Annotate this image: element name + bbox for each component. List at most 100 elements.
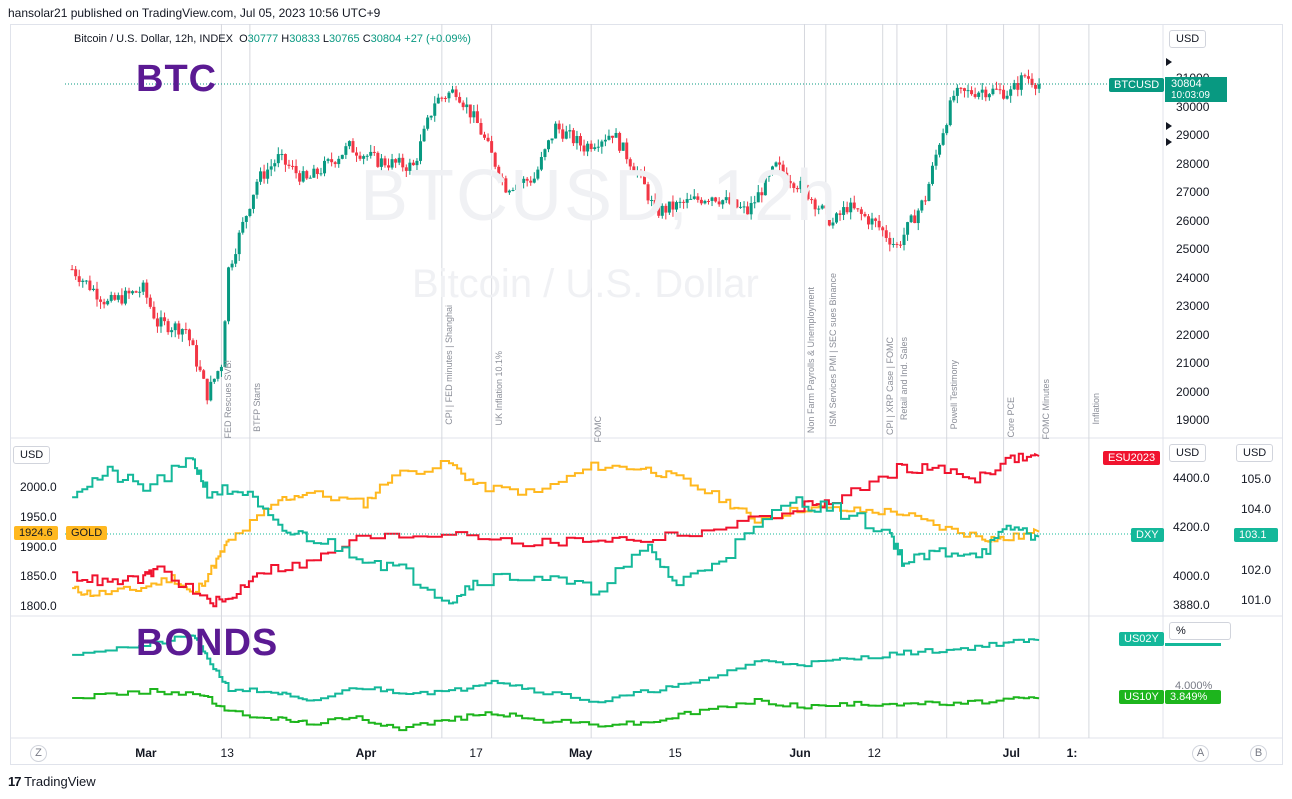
btc-candle <box>614 132 618 138</box>
symbol-legend[interactable]: Bitcoin / U.S. Dollar, 12h, INDEX O30777… <box>74 33 471 45</box>
btc-candle <box>330 159 334 163</box>
btc-candle <box>209 381 213 401</box>
btc-candle <box>685 199 689 203</box>
us02y-symbol-tag: US02Y <box>1119 632 1164 646</box>
dxy-scale-unit[interactable]: USD <box>1236 444 1274 462</box>
btc-candle <box>628 159 632 167</box>
price-tick: 30000 <box>1176 99 1210 114</box>
auto-scale-button[interactable]: A <box>1192 745 1209 762</box>
series-esu2023-line <box>72 452 1040 608</box>
es-tick: 4200.0 <box>1173 519 1210 534</box>
btc-candle <box>397 157 401 163</box>
btc-candle <box>429 115 433 118</box>
btc-candle <box>539 157 543 170</box>
alert-marker-icon <box>1166 122 1172 130</box>
btc-candle <box>472 111 476 118</box>
btc-candle <box>767 174 771 177</box>
btc-candle <box>618 132 622 151</box>
btc-candle <box>625 142 629 160</box>
bonds-annotation: BONDS <box>136 622 279 664</box>
btc-candle <box>913 215 917 224</box>
btc-candle <box>603 139 607 142</box>
btc-candle <box>180 329 184 335</box>
btc-candle <box>611 135 614 138</box>
btc-candle <box>486 137 490 142</box>
btc-candle <box>372 151 376 153</box>
btc-candle <box>223 321 227 367</box>
candle-countdown: 10:03:09 <box>1171 90 1210 101</box>
b-scale-button[interactable]: B <box>1250 745 1267 762</box>
publisher-header: hansolar21 published on TradingView.com,… <box>8 6 381 20</box>
btc-candle <box>870 218 874 225</box>
btc-candle <box>735 199 739 208</box>
btc-candle <box>671 201 675 210</box>
us02y-value-tag <box>1165 643 1221 646</box>
btc-candle <box>422 128 426 142</box>
btc-candle <box>262 171 266 179</box>
es-scale-unit[interactable]: USD <box>1169 444 1207 462</box>
btc-candle <box>387 165 391 168</box>
btc-candle <box>465 104 469 108</box>
btc-candle <box>1023 75 1027 77</box>
btc-candle <box>493 152 497 167</box>
btc-candle <box>152 306 156 319</box>
btc-candle <box>902 234 906 246</box>
price-scale-unit[interactable]: USD <box>1169 30 1207 48</box>
legend-change: +27 (+0.09%) <box>404 33 471 45</box>
btc-candle <box>529 180 533 183</box>
btc-candle <box>717 201 721 205</box>
footer-brand: TradingView <box>24 774 96 789</box>
btc-candle <box>859 209 863 214</box>
btc-candle <box>102 301 106 305</box>
btc-candle <box>1030 78 1034 85</box>
btc-candle <box>571 130 575 144</box>
price-tick: 27000 <box>1176 185 1210 200</box>
btc-candle <box>852 202 856 209</box>
btc-candle <box>653 200 657 206</box>
event-label: CPI | XRP Case | FOMC <box>884 337 895 436</box>
btc-candle <box>746 206 750 215</box>
gold-scale-unit[interactable]: USD <box>13 446 51 464</box>
time-tick: Jun <box>789 746 811 760</box>
btc-candle <box>404 167 408 171</box>
btc-candle <box>785 172 789 181</box>
price-tick: 21000 <box>1176 356 1210 371</box>
btc-candle <box>337 158 341 165</box>
btc-candle <box>276 154 280 164</box>
btc-candle <box>980 89 984 93</box>
btc-candle <box>187 329 191 341</box>
dxy-tick: 101.0 <box>1241 593 1272 607</box>
btc-candle <box>411 162 415 166</box>
dxy-tick: 102.0 <box>1241 562 1272 577</box>
btc-candle <box>923 200 927 202</box>
btc-candle <box>635 171 639 173</box>
btc-candle <box>977 92 981 97</box>
btc-candle <box>84 280 88 282</box>
price-tick: 28000 <box>1176 156 1210 171</box>
btc-candle <box>333 162 337 165</box>
btc-candle <box>315 168 319 174</box>
time-tick: 12 <box>867 746 881 760</box>
btc-candle <box>561 129 565 139</box>
btc-candle <box>500 177 504 179</box>
btc-candle <box>692 196 696 199</box>
btc-candle <box>724 197 728 201</box>
btc-candle <box>113 294 117 300</box>
dxy-symbol-tag: DXY <box>1131 528 1164 542</box>
btc-candle <box>834 213 838 223</box>
btc-candle <box>891 243 895 245</box>
btc-candle <box>877 220 881 228</box>
dxy-tick: 104.0 <box>1241 502 1272 517</box>
watermark-description: Bitcoin / U.S. Dollar <box>412 262 759 306</box>
btc-candle <box>106 300 110 305</box>
zoom-out-button[interactable]: Z <box>30 745 47 762</box>
btc-candle <box>390 159 394 168</box>
btc-candle <box>518 182 522 185</box>
yield-scale-unit[interactable]: % <box>1169 622 1231 640</box>
btc-candle <box>280 154 284 156</box>
btc-candle <box>490 141 494 153</box>
tradingview-footer[interactable]: 17 TradingView <box>8 774 96 789</box>
btc-candle <box>440 97 444 99</box>
series-us02y-line <box>72 634 1040 704</box>
